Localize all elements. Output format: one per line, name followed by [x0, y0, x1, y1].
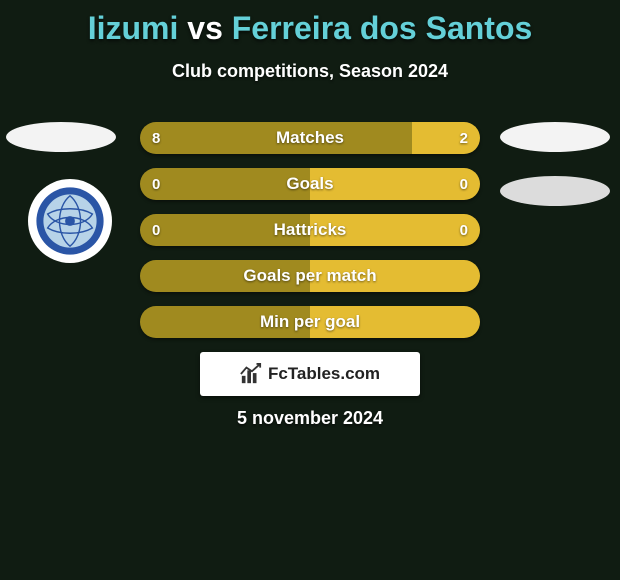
- club-badge-icon: [35, 186, 105, 256]
- stat-value-left: 8: [152, 122, 160, 154]
- stat-bar: Goals0 0: [140, 168, 480, 200]
- stat-value-left: 0: [152, 168, 160, 200]
- stat-label: Matches: [140, 122, 480, 154]
- player2-name: Ferreira dos Santos: [232, 10, 533, 46]
- player1-photo-placeholder: [6, 122, 116, 152]
- player2-club-placeholder: [500, 176, 610, 206]
- page-title: Iizumi vs Ferreira dos Santos: [0, 0, 620, 47]
- vs-label: vs: [187, 10, 223, 46]
- stat-bar: Min per goal: [140, 306, 480, 338]
- stat-label: Min per goal: [140, 306, 480, 338]
- stat-label: Goals per match: [140, 260, 480, 292]
- date-label: 5 november 2024: [0, 408, 620, 429]
- comparison-bars: Matches82Goals00Hattricks00Goals per mat…: [140, 122, 480, 352]
- stat-bar: Matches8 2: [140, 122, 480, 154]
- bar-chart-icon: [240, 363, 262, 385]
- branding: FcTables.com: [200, 352, 420, 396]
- stat-value-right: 0: [460, 168, 468, 200]
- stat-value-right: 0: [460, 214, 468, 246]
- stat-value-right: 2: [460, 122, 468, 154]
- subtitle: Club competitions, Season 2024: [0, 61, 620, 82]
- branding-text: FcTables.com: [268, 364, 380, 384]
- club-badge: [28, 179, 112, 263]
- player1-name: Iizumi: [88, 10, 179, 46]
- stat-bar: Goals per match: [140, 260, 480, 292]
- stat-label: Goals: [140, 168, 480, 200]
- player2-photo-placeholder: [500, 122, 610, 152]
- stat-label: Hattricks: [140, 214, 480, 246]
- stat-value-left: 0: [152, 214, 160, 246]
- stat-bar: Hattricks0 0: [140, 214, 480, 246]
